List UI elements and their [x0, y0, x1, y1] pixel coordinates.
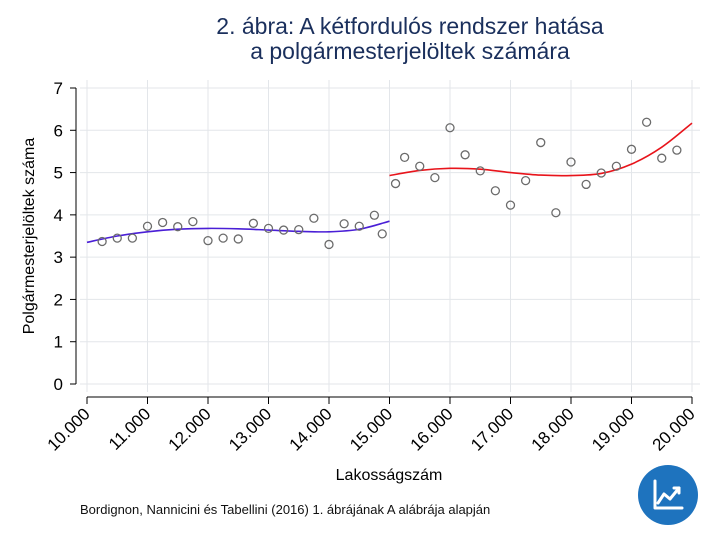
y-tick-label: 4: [54, 206, 63, 225]
y-tick-label: 2: [54, 290, 63, 309]
data-point: [173, 222, 183, 232]
x-tick-label: 13.000: [225, 404, 275, 454]
data-point: [445, 123, 455, 133]
data-point: [97, 236, 107, 247]
title-line-1: 2. ábra: A kétfordulós rendszer hatása: [216, 13, 604, 39]
data-point: [127, 233, 138, 243]
data-point: [263, 223, 274, 234]
x-tick-label: 17.000: [467, 404, 517, 454]
y-tick-label: 6: [54, 121, 63, 140]
data-point: [430, 172, 440, 183]
data-point: [218, 233, 228, 243]
x-tick-label: 18.000: [528, 404, 578, 454]
trend-chart-icon: [637, 464, 699, 526]
y-tick-label: 0: [54, 375, 63, 394]
data-point: [581, 179, 591, 190]
x-tick-label: 19.000: [588, 404, 638, 454]
x-tick-label: 15.000: [346, 404, 396, 454]
data-point: [596, 168, 606, 178]
data-point: [566, 157, 576, 167]
data-point: [551, 208, 561, 218]
data-point: [294, 225, 304, 235]
title-line-2: a polgármesterjelöltek számára: [250, 38, 570, 64]
fit-line-above-15000: [389, 122, 693, 177]
data-point: [142, 221, 153, 231]
data-point: [490, 186, 501, 196]
data-point: [324, 239, 334, 250]
data-point: [460, 150, 470, 160]
data-point: [377, 229, 387, 239]
x-tick-label: 12.000: [165, 404, 215, 454]
data-point: [399, 152, 410, 162]
data-point: [672, 145, 682, 155]
y-tick-label: 1: [54, 333, 63, 352]
x-tick-label: 20.000: [649, 404, 699, 454]
data-point: [520, 175, 531, 186]
data-point: [415, 161, 425, 171]
fit-line-below-15000: [86, 220, 390, 244]
data-point: [657, 153, 667, 163]
y-tick-label: 7: [54, 79, 63, 98]
x-tick-label: 16.000: [407, 404, 457, 454]
data-point: [369, 210, 380, 220]
y-tick-label: 5: [54, 164, 63, 183]
data-point: [339, 219, 349, 229]
data-point: [390, 178, 401, 189]
data-point: [611, 161, 622, 171]
data-point: [188, 216, 198, 227]
data-point: [233, 234, 243, 244]
y-axis-title: Polgármesterjelöltek száma: [21, 138, 38, 335]
x-tick-label: 10.000: [44, 404, 94, 454]
data-point: [354, 221, 364, 231]
data-point: [248, 218, 259, 228]
x-axis-title: Lakosságszám: [336, 467, 443, 484]
data-point: [309, 213, 319, 223]
data-point: [157, 217, 168, 228]
x-tick-label: 11.000: [105, 404, 154, 453]
data-point: [626, 144, 637, 154]
x-tick-label: 14.000: [286, 404, 336, 454]
data-point: [112, 233, 122, 243]
data-point: [505, 200, 516, 210]
chart-title: 2. ábra: A kétfordulós rendszer hatása a…: [150, 14, 670, 64]
data-point: [641, 117, 652, 127]
data-point: [278, 225, 289, 235]
y-tick-label: 3: [54, 248, 63, 267]
source-note: Bordignon, Nannicini és Tabellini (2016)…: [80, 502, 491, 517]
data-point: [536, 137, 546, 148]
data-point: [475, 166, 485, 176]
data-point: [203, 236, 213, 246]
